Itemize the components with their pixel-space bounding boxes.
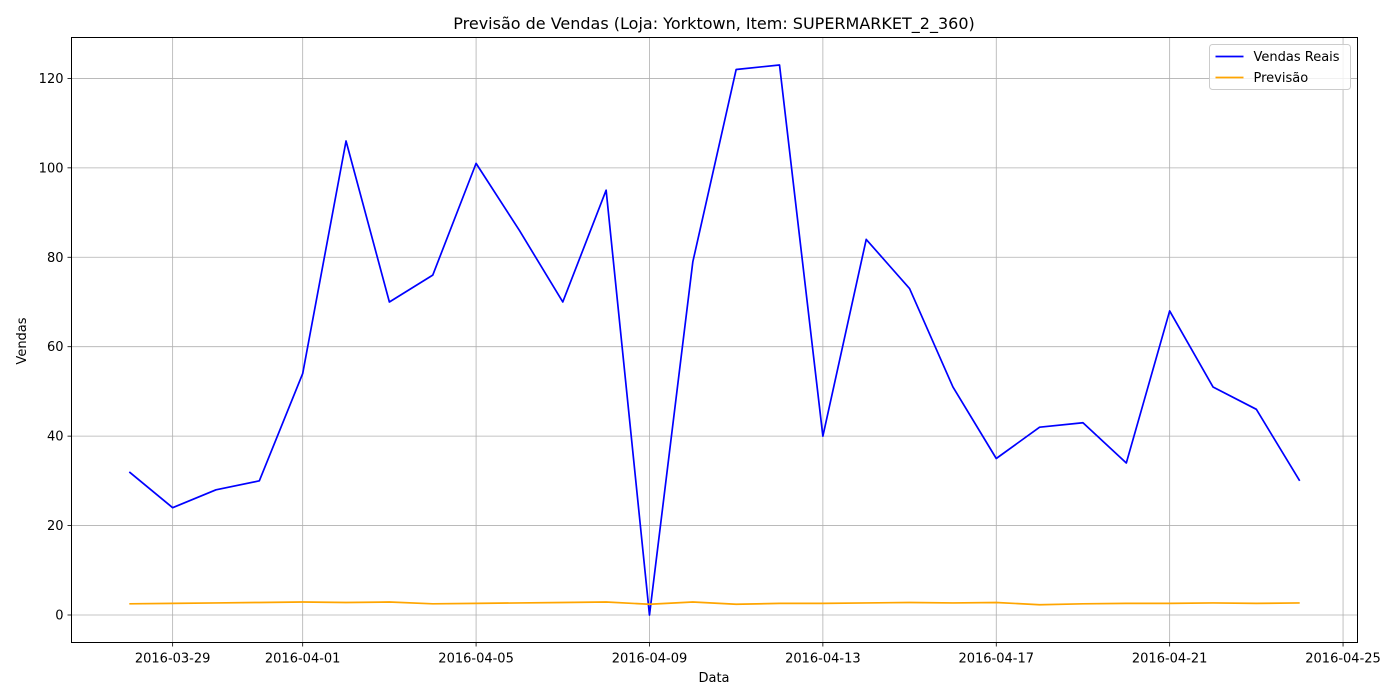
legend-label: Previsão bbox=[1254, 71, 1309, 86]
series-line-vendas-reais bbox=[128, 64, 1301, 616]
legend: Vendas Reais Previsão bbox=[1209, 44, 1351, 90]
x-axis-label: Data bbox=[698, 671, 729, 686]
legend-box bbox=[1209, 44, 1351, 90]
x-axis: 2016-03-29 2016-04-01 2016-04-05 2016-04-09… bbox=[135, 642, 1381, 667]
y-tick-label: 60 bbox=[47, 340, 64, 355]
x-tick-label: 2016-04-25 bbox=[1305, 652, 1381, 667]
x-tick-label: 2016-04-01 bbox=[265, 652, 341, 667]
x-tick-label: 2016-04-17 bbox=[958, 652, 1034, 667]
y-axis-label: Vendas bbox=[15, 317, 30, 364]
y-tick-label: 100 bbox=[39, 161, 64, 176]
legend-label: Vendas Reais bbox=[1254, 50, 1340, 65]
chart-title: Previsão de Vendas (Loja: Yorktown, Item… bbox=[453, 14, 975, 34]
x-tick-label: 2016-03-29 bbox=[135, 652, 211, 667]
plot-frame bbox=[71, 37, 1358, 643]
y-tick-label: 40 bbox=[47, 430, 64, 445]
y-axis: 0 20 40 60 80 100 120 bbox=[39, 72, 72, 624]
x-tick-label: 2016-04-13 bbox=[785, 652, 861, 667]
series-layer bbox=[128, 64, 1301, 616]
x-tick-label: 2016-04-09 bbox=[612, 652, 688, 667]
x-tick-label: 2016-04-21 bbox=[1132, 652, 1208, 667]
y-tick-label: 120 bbox=[39, 72, 64, 87]
y-tick-label: 20 bbox=[47, 519, 64, 534]
series-line-previsao bbox=[129, 601, 1300, 606]
x-tick-label: 2016-04-05 bbox=[438, 652, 514, 667]
y-tick-label: 0 bbox=[55, 609, 63, 624]
y-tick-label: 80 bbox=[47, 251, 64, 266]
